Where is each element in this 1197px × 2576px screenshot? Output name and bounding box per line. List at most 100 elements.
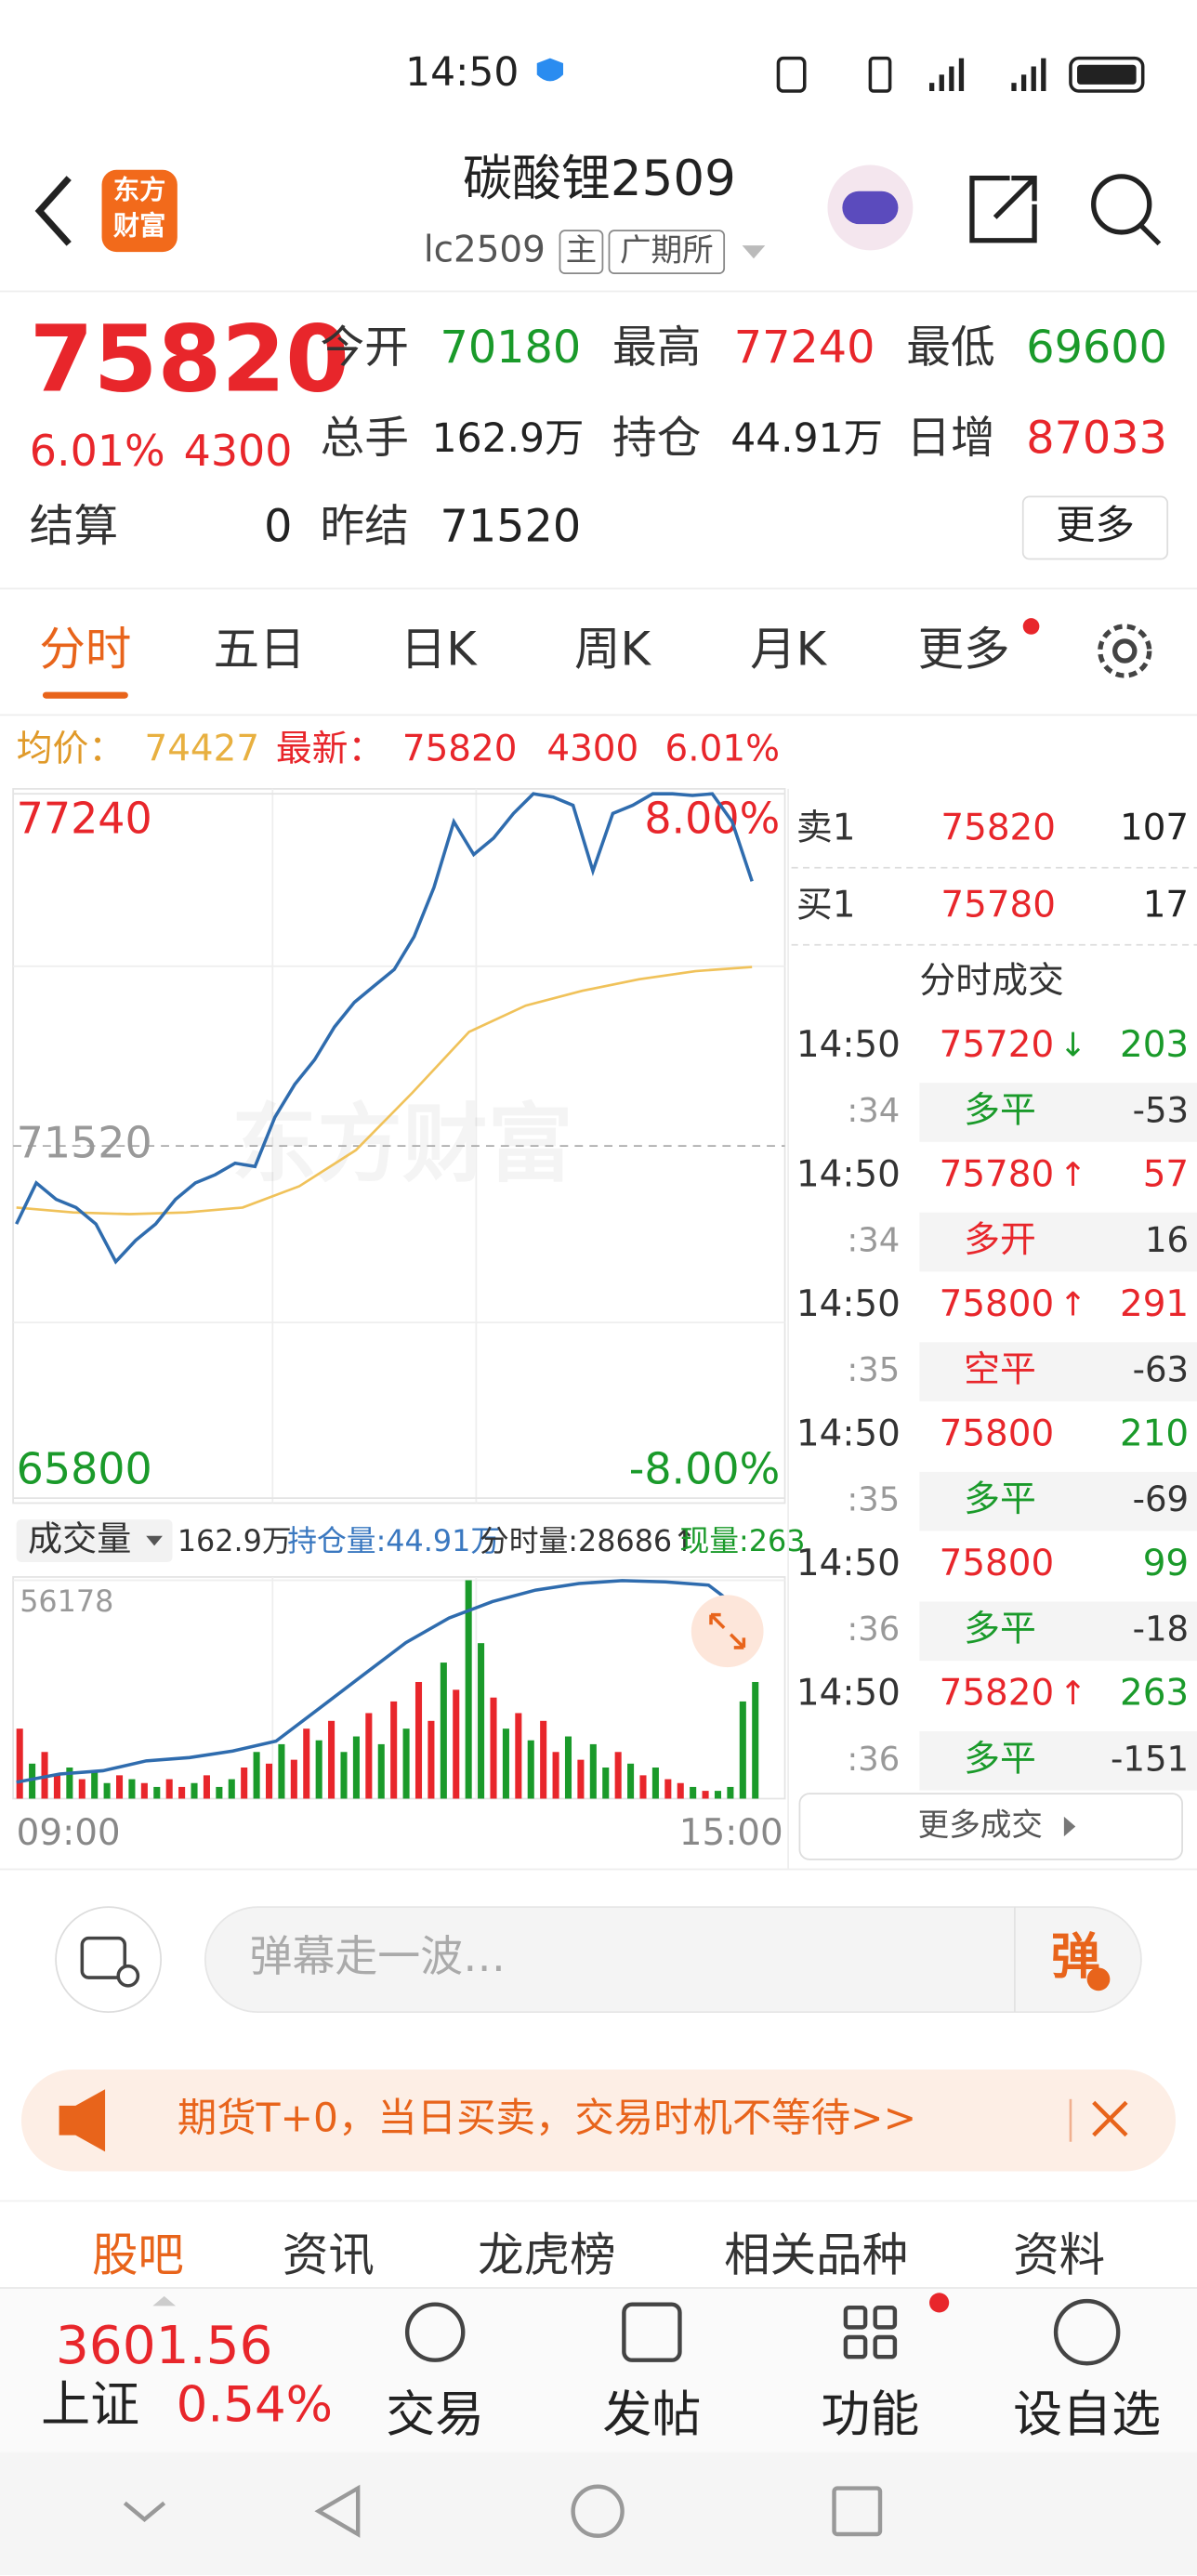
expand-button[interactable] [691,1595,764,1668]
trade-volume: 263 [1120,1673,1189,1715]
back-button[interactable] [34,176,72,246]
content-tab[interactable]: 资料 [1013,2228,1105,2282]
volume-bar [465,1580,472,1799]
settings-icon[interactable] [1098,624,1152,678]
comment-placeholder[interactable]: 弹幕走一波… [250,1931,506,1981]
close-icon[interactable] [1092,2100,1128,2137]
tab[interactable]: 更多 [918,623,1010,677]
x-tick-label: 09:00 [17,1812,121,1854]
trade-arrow: ↓ [1059,1026,1087,1064]
nav-item[interactable]: 设自选 [1013,2386,1161,2443]
selector[interactable]: 成交量 [28,1519,131,1559]
more-trades-text[interactable]: 更多成交 [918,1807,1043,1843]
volume-bar [253,1752,260,1799]
trade-time: 14:50 [796,1413,901,1455]
content-tab[interactable]: 股吧 [92,2228,184,2282]
banner-text[interactable]: 期货T+0，当日买卖，交易时机不等待>> [178,2095,916,2140]
trade-change: -151 [1111,1739,1189,1779]
field-label: 最低 [906,322,994,374]
tab-underline [42,691,128,699]
title: 碳酸锂2509 [463,151,736,207]
trade-price: 75800 [940,1543,1055,1584]
nav-item[interactable]: 交易 [386,2386,484,2443]
y-tick-label: 77240 [17,794,152,844]
tab[interactable]: 五日 [214,623,306,677]
nav-icon [404,2302,466,2362]
volume-bar [153,1786,161,1799]
index-name[interactable]: 上证 [41,2377,139,2434]
system-button[interactable] [314,2484,361,2538]
share-icon[interactable] [969,175,1037,243]
nav-item[interactable]: 发帖 [602,2386,701,2443]
y-tick-label: 71520 [17,1118,152,1168]
tab[interactable]: 日K [401,623,478,677]
volume-bar [128,1779,136,1799]
trade-kind: 多开 [964,1219,1036,1261]
tab[interactable]: 月K [750,623,827,677]
current-volume: 现量:263 [679,1524,805,1558]
system-button[interactable] [832,2486,883,2537]
volume-bar [639,1775,647,1799]
field-label: 昨结 [321,502,409,553]
volume-bar [203,1775,210,1799]
volume-bar [552,1752,559,1799]
content-tab[interactable]: 龙虎榜 [478,2228,615,2282]
trade-second: :34 [847,1092,900,1130]
signal-bar [1020,74,1027,91]
selector-box[interactable] [16,1519,173,1563]
nav-item[interactable]: 功能 [821,2386,919,2443]
row-bg [919,1212,1197,1272]
dropdown-icon[interactable] [742,245,766,259]
average-line [16,966,753,1216]
content-tab[interactable]: 相关品种 [724,2228,908,2282]
trade-time: 14:50 [796,1283,901,1325]
system-button[interactable] [571,2484,625,2538]
volume-total: 162.9万 [178,1524,292,1558]
more-trades-button[interactable] [798,1793,1183,1860]
volume-bar [727,1786,734,1799]
more-button-text[interactable]: 更多 [1056,502,1135,547]
pct-label: -8.00% [629,1443,780,1493]
notification-dot [1022,618,1040,635]
danmaku-icon [80,1936,127,1979]
volume-bar [265,1763,273,1799]
trade-price: 75780 [940,1153,1055,1195]
trade-change: -69 [1133,1479,1190,1519]
more-button[interactable] [1021,495,1169,560]
volume-bar [614,1752,622,1799]
tab[interactable]: 周K [574,623,651,677]
exchange-box [608,230,726,274]
row-bg [919,1471,1197,1531]
signal-bar [939,74,944,91]
danmaku-toggle[interactable] [55,1906,163,2014]
index-pct[interactable]: 0.54% [177,2377,333,2434]
system-button[interactable] [123,2501,166,2522]
trade-second: :34 [847,1222,900,1260]
badge: 主 [566,232,598,269]
signal-bar [1041,58,1046,91]
volume-bar [53,1775,60,1799]
comment-input[interactable] [204,1906,1142,2014]
nav-indicator [152,2295,177,2307]
volume-bar [540,1720,547,1799]
promo-banner[interactable] [20,2069,1177,2172]
trade-volume: 57 [1143,1153,1189,1195]
volume-bar [178,1786,186,1799]
period-volume: 分时量:28686↑ [480,1524,697,1558]
logo [101,169,178,253]
tab[interactable]: 分时 [39,623,131,677]
watermark: 东方财富 [231,1095,572,1194]
field-value: 87033 [1026,413,1167,464]
volume-bar [377,1743,385,1799]
change-pct: 6.01% [665,729,780,770]
search-icon[interactable] [1091,174,1152,235]
book-price: 75820 [940,808,1056,849]
field-label: 持仓 [612,413,701,464]
index-value[interactable]: 3601.56 [56,2316,273,2376]
signal-bar [949,66,954,91]
content-tab[interactable]: 资讯 [283,2228,375,2282]
volume-bar [340,1752,348,1799]
volume-bar [91,1771,99,1799]
badge-box [559,230,604,274]
